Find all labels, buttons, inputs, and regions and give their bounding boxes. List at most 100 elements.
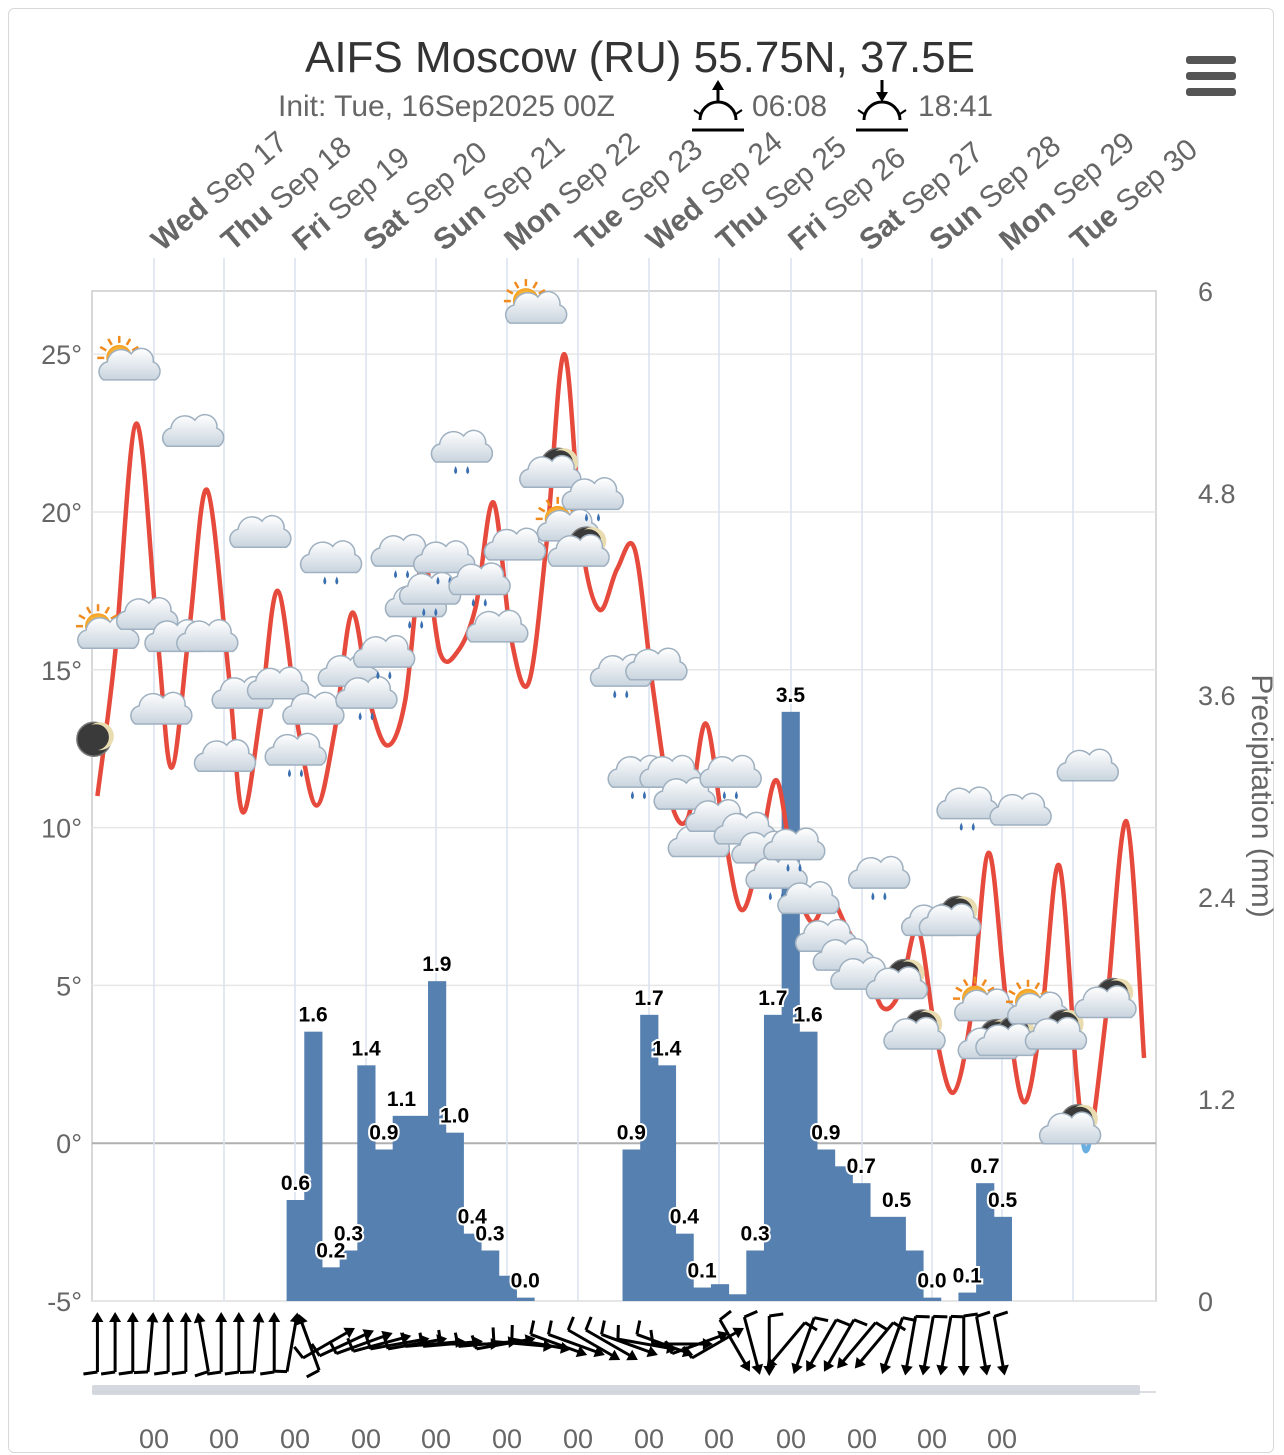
time-tick-label: 00 bbox=[704, 1424, 734, 1454]
wind-barb bbox=[566, 1316, 621, 1361]
cloud-shape bbox=[699, 754, 762, 788]
wind-barb bbox=[718, 1309, 751, 1372]
barb-shaft bbox=[975, 1316, 988, 1370]
cloud-shape bbox=[745, 855, 808, 889]
barb-shaft bbox=[285, 1318, 298, 1372]
barb-feather bbox=[239, 1370, 255, 1375]
sun-ray bbox=[506, 289, 514, 295]
barb-shaft bbox=[585, 1328, 634, 1359]
sun-ray bbox=[545, 499, 552, 507]
barb-shaft bbox=[794, 1317, 816, 1369]
precipitation-bar bbox=[286, 1200, 305, 1301]
barb-arrow bbox=[91, 1312, 104, 1322]
barb-arrow bbox=[126, 1312, 139, 1322]
moon-cloud-icon bbox=[519, 447, 582, 488]
precipitation-bar bbox=[375, 1149, 394, 1301]
rain-drop bbox=[630, 791, 634, 800]
wind-barb bbox=[193, 1312, 210, 1378]
barb-shaft bbox=[742, 1316, 760, 1370]
cloud-shape bbox=[130, 691, 193, 725]
sun-ray bbox=[107, 338, 113, 346]
precipitation-tick-label: 6 bbox=[1198, 277, 1213, 307]
rain-drop bbox=[335, 576, 339, 585]
rain-drop bbox=[734, 791, 738, 800]
barb-arrow bbox=[957, 1366, 970, 1376]
rain-drop bbox=[596, 513, 600, 522]
barb-feather bbox=[382, 1334, 390, 1350]
barb-feather bbox=[224, 1370, 240, 1376]
barb-feather bbox=[100, 1370, 116, 1376]
cloud-rain-icon bbox=[847, 855, 911, 901]
sun-ray bbox=[532, 281, 538, 289]
barb-shaft bbox=[718, 1319, 749, 1368]
sun-ray bbox=[104, 606, 111, 614]
cloud-shape bbox=[1038, 1111, 1102, 1145]
temperature-tick-label: 15° bbox=[41, 656, 82, 686]
barb-feather bbox=[491, 1327, 496, 1342]
barb-shaft bbox=[671, 1333, 724, 1355]
barb-arrow bbox=[979, 1364, 992, 1376]
cloud-shape bbox=[639, 754, 702, 788]
barb-shaft bbox=[197, 1318, 210, 1372]
rain-drop bbox=[768, 892, 772, 901]
precipitation-bar bbox=[428, 981, 447, 1301]
barb-feather bbox=[664, 1340, 674, 1355]
barb-shaft bbox=[370, 1338, 424, 1351]
precipitation-value-label: 0.4 bbox=[670, 1206, 700, 1229]
wind-barb bbox=[171, 1312, 192, 1376]
init-time: Init: Tue, 16Sep2025 00Z bbox=[278, 90, 615, 123]
time-tick-label: 00 bbox=[634, 1424, 664, 1454]
cloud-icon bbox=[653, 776, 716, 810]
cloud-shape bbox=[625, 647, 688, 681]
sun-ray bbox=[85, 606, 92, 614]
cloud-shape bbox=[918, 903, 982, 937]
barb-arrow bbox=[739, 1360, 751, 1372]
cloud-shape bbox=[865, 966, 929, 1000]
precipitation-value-label: 1.6 bbox=[299, 1004, 328, 1027]
cloud-shape bbox=[989, 792, 1052, 826]
sun-ray bbox=[538, 289, 546, 295]
sun-cloud-icon bbox=[97, 335, 161, 381]
barb-shaft bbox=[318, 1331, 370, 1358]
cloud-shape bbox=[847, 855, 911, 889]
barb-feather bbox=[743, 1310, 758, 1319]
barb-feather bbox=[682, 1345, 694, 1359]
wind-barb bbox=[900, 1314, 930, 1376]
cloud-shape bbox=[483, 527, 547, 561]
rain-drop bbox=[408, 620, 412, 629]
precipitation-bar bbox=[498, 1275, 517, 1301]
sun-ray bbox=[955, 986, 963, 993]
barb-feather bbox=[83, 1370, 98, 1376]
barb-arrow bbox=[717, 1330, 729, 1343]
barb-shaft bbox=[335, 1333, 388, 1355]
barb-arrow bbox=[997, 1364, 1009, 1376]
barb-arrow bbox=[162, 1312, 175, 1322]
sun-ray bbox=[125, 338, 132, 346]
wind-barb bbox=[975, 1310, 992, 1376]
sun-cloud-icon bbox=[952, 976, 1017, 1022]
hamburger-menu-icon[interactable] bbox=[1184, 56, 1238, 100]
barb-feather bbox=[400, 1332, 407, 1347]
cloud-shape bbox=[547, 533, 610, 567]
rain-drop bbox=[466, 465, 470, 474]
barb-arrow bbox=[918, 1364, 931, 1376]
rain-drop bbox=[959, 822, 963, 831]
cloud-shape bbox=[193, 739, 257, 773]
temperature-tick-label: 0° bbox=[56, 1129, 82, 1159]
cloud-shape bbox=[229, 514, 292, 548]
precipitation-value-label: 1.0 bbox=[440, 1105, 469, 1128]
chart-title: AIFS Moscow (RU) 55.75N, 37.5E bbox=[305, 33, 975, 82]
precipitation-bar bbox=[693, 1287, 712, 1301]
wind-barb bbox=[260, 1312, 281, 1376]
precipitation-value-label: 0.1 bbox=[953, 1265, 983, 1288]
wind-barb bbox=[529, 1320, 588, 1358]
sun-ray bbox=[1008, 989, 1016, 996]
barb-feather bbox=[976, 1310, 991, 1318]
cloud-rain-icon bbox=[335, 675, 398, 721]
barb-feather bbox=[547, 1320, 553, 1335]
time-tick-label: 00 bbox=[209, 1424, 239, 1454]
sun-ray bbox=[962, 978, 969, 987]
moon-cloud-icon bbox=[865, 958, 929, 1000]
barb-arrow bbox=[626, 1349, 638, 1361]
